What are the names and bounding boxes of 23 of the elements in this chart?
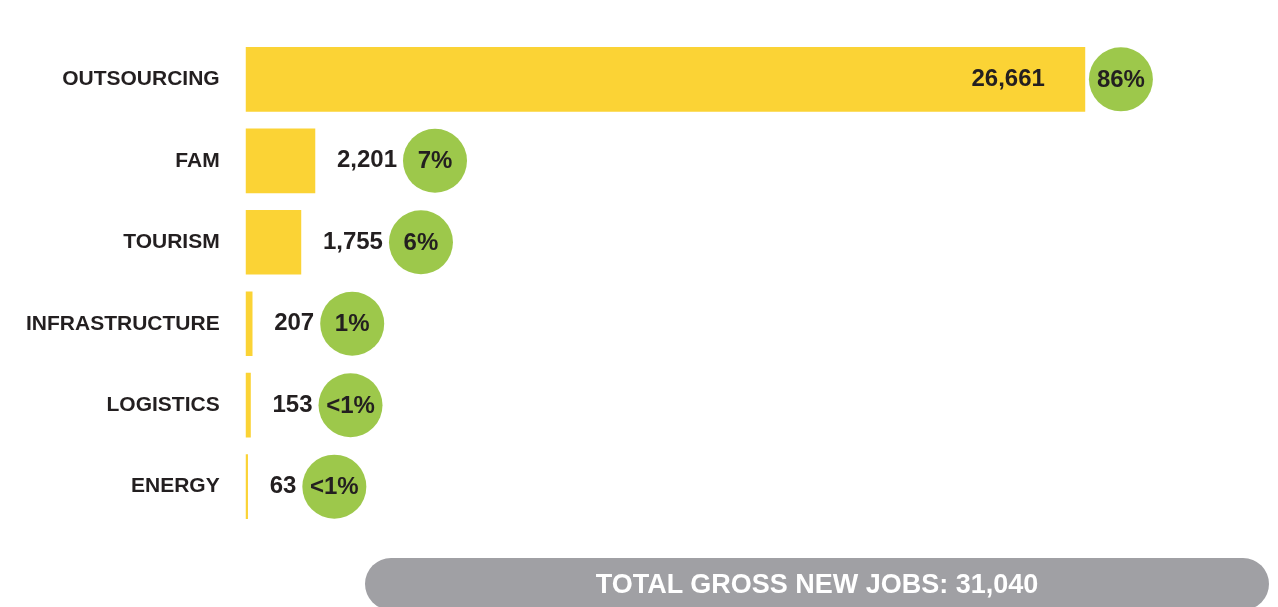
bar	[245, 291, 253, 357]
text: TOTAL GROSS NEW JOBS: 31,040	[365, 558, 1269, 607]
bar	[245, 128, 316, 194]
y-tick-label: OUTSOURCING	[62, 66, 220, 90]
annotation: 7%	[417, 146, 453, 174]
annotation: 6%	[403, 227, 439, 255]
bar	[245, 372, 251, 438]
annotation: <1%	[326, 390, 375, 418]
data-label: 63	[269, 471, 297, 499]
y-tick-label: ENERGY	[130, 473, 220, 497]
y-tick-label: TOURISM	[123, 229, 220, 253]
y-tick-label: INFRASTRUCTURE	[26, 310, 220, 334]
y-tick-label: FAM	[175, 147, 220, 171]
text: 86%	[1096, 64, 1145, 92]
data-label: 153	[272, 389, 313, 417]
bar	[245, 209, 302, 275]
data-label: 1,755	[322, 226, 383, 254]
data-label: 2,201	[336, 145, 397, 173]
annotation: <1%	[309, 472, 359, 500]
data-label: 26,661	[971, 63, 1045, 91]
annotation: 1%	[334, 309, 370, 337]
y-tick-label: LOGISTICS	[106, 392, 220, 415]
data-label: 207	[274, 308, 315, 336]
